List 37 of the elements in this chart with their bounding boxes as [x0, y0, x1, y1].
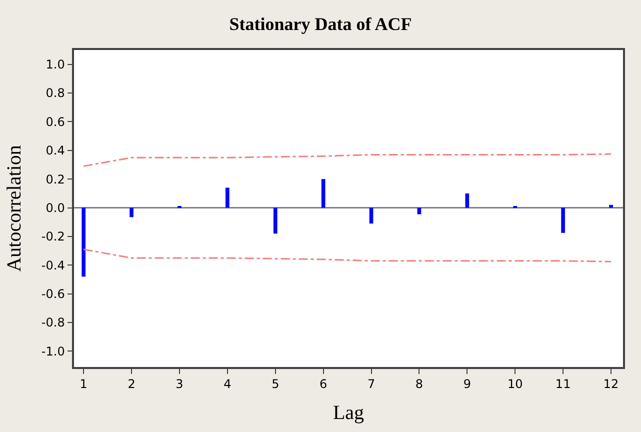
x-tick-label: 11 — [555, 377, 571, 392]
x-tick-label: 8 — [415, 377, 424, 392]
bar — [465, 193, 470, 208]
y-tick-label: -1.0 — [41, 344, 65, 358]
bar — [82, 208, 86, 277]
x-tick-label: 10 — [507, 377, 523, 392]
y-tick-label: 0.2 — [46, 172, 65, 186]
x-tick-label: 3 — [176, 377, 184, 392]
bar — [273, 208, 278, 234]
x-tick-label: 12 — [603, 377, 619, 392]
line-series — [82, 153, 612, 167]
y-tick-label: -0.4 — [41, 258, 65, 272]
y-tick-label: 0.8 — [46, 86, 65, 100]
bar — [130, 208, 134, 218]
x-tick-label: 1 — [80, 377, 88, 392]
y-tick-label: -0.2 — [41, 230, 65, 244]
bar — [321, 179, 326, 208]
x-tick-label: 6 — [320, 377, 328, 392]
y-tick-label: -0.6 — [41, 287, 65, 302]
y-tick-label: 1.0 — [46, 58, 65, 72]
bar — [226, 188, 230, 208]
x-tick-label: 5 — [272, 377, 280, 392]
line-series — [82, 248, 612, 262]
y-axis-title: Autocorrelation — [3, 145, 26, 272]
x-tick-label: 9 — [463, 377, 471, 392]
bar — [369, 208, 374, 224]
x-tick-label: 4 — [224, 377, 232, 392]
y-tick-label: 0.6 — [46, 114, 65, 129]
chart-title: Stationary Data of ACF — [229, 14, 412, 34]
y-tick-label: -0.8 — [41, 316, 65, 330]
bar — [561, 208, 565, 233]
y-tick-label: 0.4 — [46, 144, 65, 158]
x-tick-label: 2 — [128, 377, 136, 392]
x-tick-label: 7 — [367, 377, 376, 392]
x-axis-title: Lag — [332, 402, 364, 424]
bar — [609, 204, 613, 208]
y-tick-label: 0.0 — [46, 200, 65, 215]
